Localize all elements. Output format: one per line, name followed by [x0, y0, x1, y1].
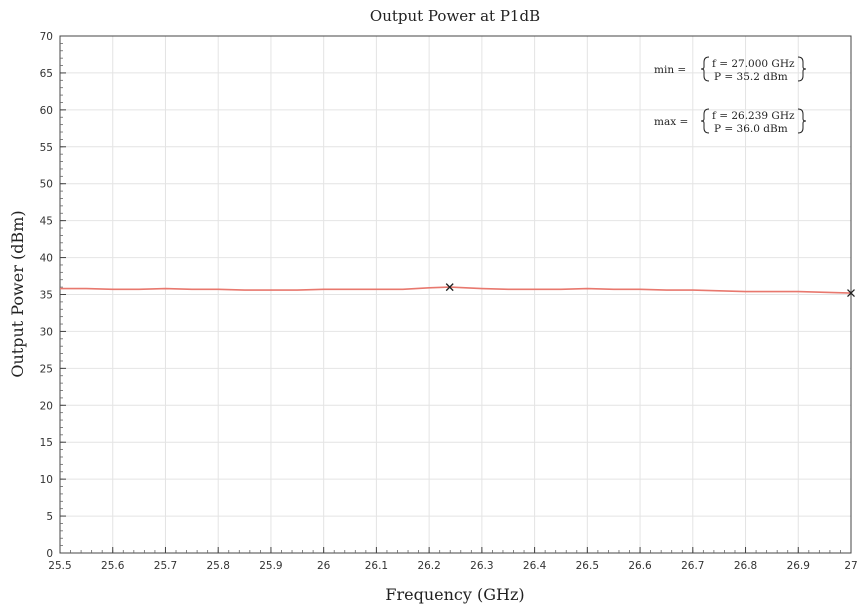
- y-tick-label: 25: [40, 363, 53, 375]
- x-tick-label: 25.8: [207, 560, 230, 572]
- y-tick-label: 20: [40, 400, 53, 412]
- max-annotation-power: P = 36.0 dBm: [714, 123, 788, 135]
- x-tick-label: 26.5: [576, 560, 599, 572]
- min-marker: [847, 289, 855, 297]
- x-tick-label: 25.9: [259, 560, 282, 572]
- x-tick-label: 26.4: [523, 560, 547, 572]
- y-tick-label: 0: [46, 548, 53, 560]
- min-annotation: min = f = 27.000 GHz P = 35.2 dBm: [654, 56, 807, 83]
- min-annotation-left-brace: [700, 56, 710, 82]
- min-annotation-right-brace: [797, 56, 807, 82]
- chart-title: Output Power at P1dB: [370, 7, 540, 25]
- x-axis-label: Frequency (GHz): [385, 585, 524, 604]
- x-tick-label: 27: [844, 560, 857, 572]
- max-annotation-left-brace: [700, 108, 710, 134]
- y-tick-label: 50: [40, 179, 53, 191]
- x-tick-label: 26.8: [734, 560, 757, 572]
- y-tick-label: 5: [46, 511, 53, 523]
- x-tick-label: 26.6: [628, 560, 652, 572]
- y-tick-label: 15: [40, 437, 53, 449]
- y-tick-label: 55: [40, 142, 53, 154]
- y-tick-label: 45: [40, 216, 53, 228]
- x-tick-label: 26.3: [470, 560, 493, 572]
- x-tick-label: 25.7: [154, 560, 177, 572]
- y-tick-label: 70: [40, 31, 53, 43]
- max-marker: [445, 283, 454, 292]
- x-tick-label: 26.7: [681, 560, 704, 572]
- y-tick-label: 65: [40, 68, 53, 80]
- y-tick-label: 40: [40, 253, 53, 265]
- min-annotation-power: P = 35.2 dBm: [714, 71, 788, 83]
- max-annotation: max = f = 26.239 GHz P = 36.0 dBm: [654, 108, 807, 135]
- grid-layer: [60, 36, 851, 553]
- x-axis-ticks: 25.5 25.6 25.7 25.8 25.9 26 26.1 26.2 26.3 26.4 26…: [48, 547, 858, 572]
- y-tick-label: 60: [40, 105, 53, 117]
- x-tick-label: 26.1: [365, 560, 388, 572]
- y-axis-label: Output Power (dBm): [8, 210, 27, 377]
- x-tick-label: 25.6: [101, 560, 125, 572]
- x-tick-label: 26.9: [787, 560, 810, 572]
- max-annotation-frequency: f = 26.239 GHz: [712, 110, 795, 122]
- y-axis-ticks: 0 5 10 15 20 25 30 35 40 45 50 55 60 65 70: [40, 31, 66, 560]
- y-tick-label: 30: [40, 326, 53, 338]
- y-tick-label: 10: [40, 474, 53, 486]
- min-annotation-frequency: f = 27.000 GHz: [712, 58, 795, 70]
- y-tick-label: 35: [40, 290, 53, 302]
- max-annotation-label: max =: [654, 116, 688, 128]
- min-annotation-label: min =: [654, 64, 686, 76]
- x-tick-label: 26.2: [417, 560, 440, 572]
- x-tick-label: 26: [317, 560, 331, 572]
- x-tick-label: 25.5: [48, 560, 71, 572]
- markers-layer: [445, 283, 855, 297]
- max-annotation-right-brace: [797, 108, 807, 134]
